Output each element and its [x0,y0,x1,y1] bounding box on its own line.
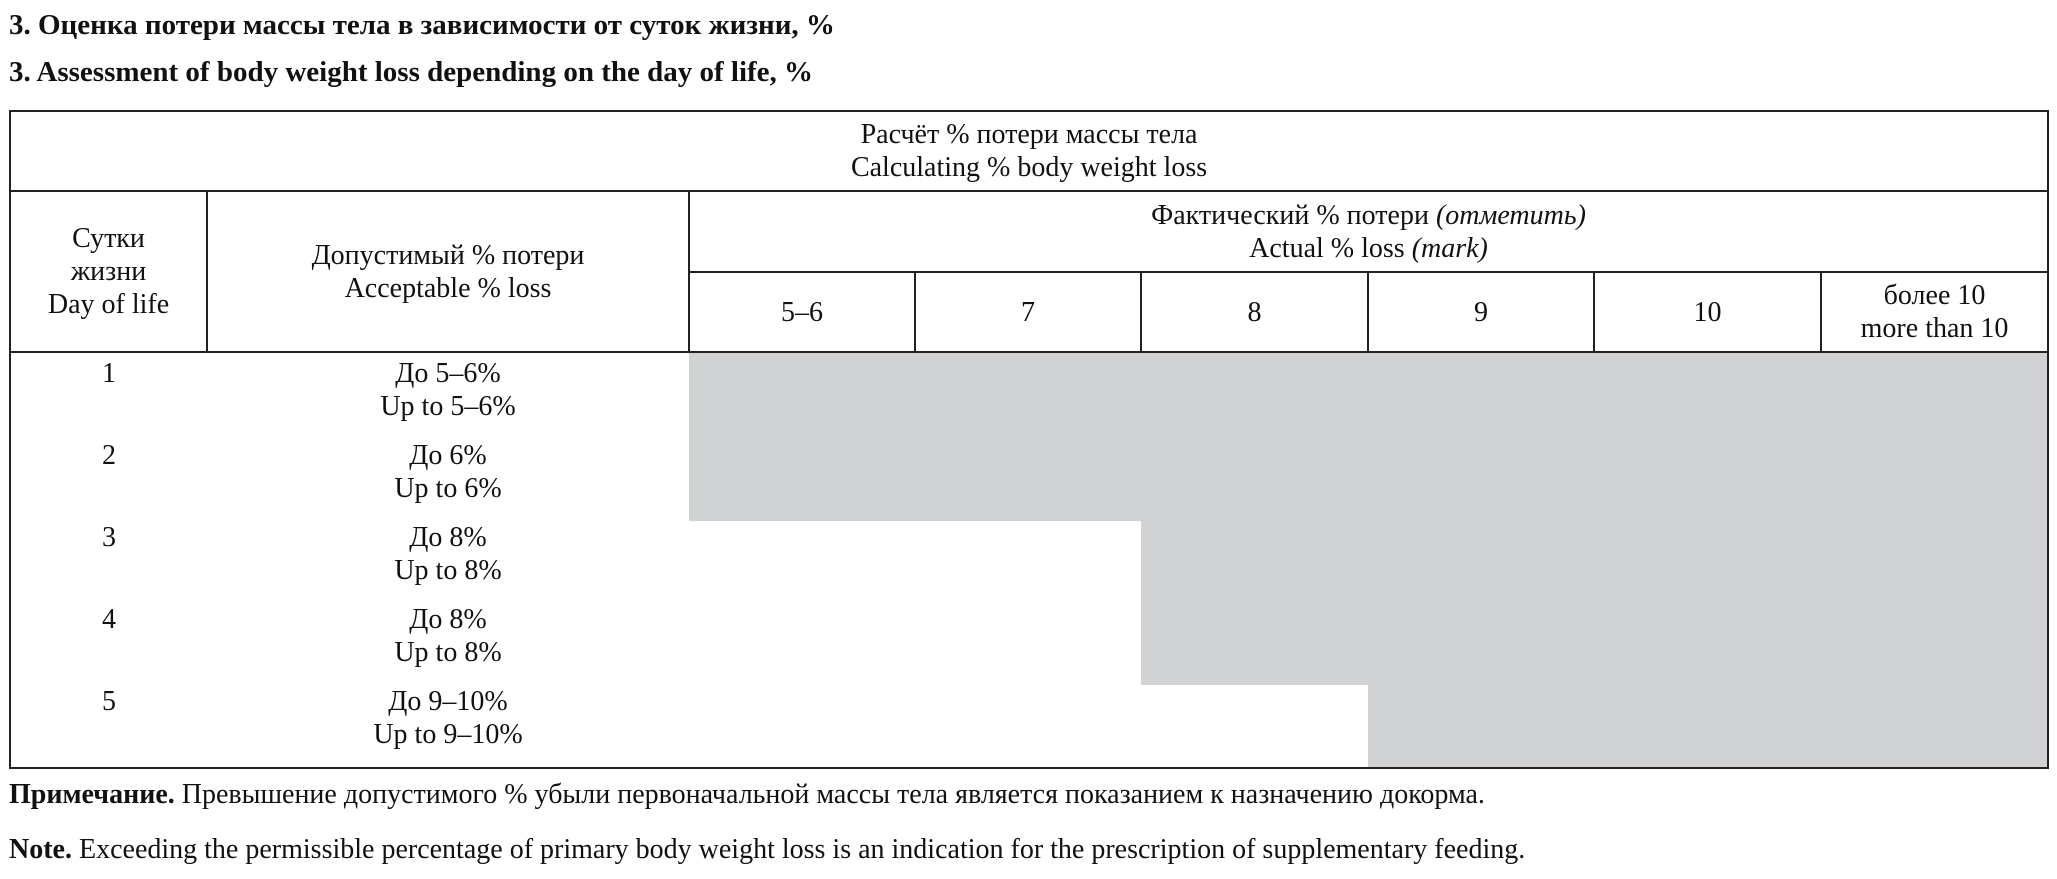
shaded-mark-cell[interactable] [1594,521,1821,603]
shaded-mark-cell[interactable] [1141,603,1368,685]
note-ru-text: Превышение допустимого % убыли первонача… [174,779,1485,810]
acceptable-cell: До 5–6% Up to 5–6% [207,352,689,439]
shaded-mark-cell[interactable] [1368,521,1594,603]
header-actual-en: Actual % loss [1249,232,1405,264]
acceptable-cell: До 6% Up to 6% [207,439,689,521]
weight-loss-table: Расчёт % потери массы тела Calculating %… [8,110,2050,769]
mark-cell[interactable] [689,521,915,603]
header-day-ru1: Сутки [72,223,145,254]
acceptable-en: Up to 5–6% [380,391,516,422]
acceptable-ru: До 6% [409,440,487,471]
header-acceptable-en: Acceptable % loss [344,272,552,304]
day-cell: 3 [9,521,207,603]
table-row: 1 До 5–6% Up to 5–6% [9,352,2050,439]
day-cell: 2 [9,439,207,521]
table-row: 5 До 9–10% Up to 9–10% [9,685,2050,769]
shaded-mark-cell[interactable] [1594,352,1821,439]
shaded-mark-cell[interactable] [1594,685,1821,769]
acceptable-cell: До 8% Up to 8% [207,521,689,603]
loss-column-header: 9 [1367,271,1595,353]
header-actual-ru-mark: (отметить) [1435,199,1586,231]
day-cell: 1 [9,352,207,439]
shaded-mark-cell[interactable] [1141,521,1368,603]
header-day-ru2: жизни [70,256,147,287]
acceptable-ru: До 5–6% [395,358,501,389]
shaded-mark-cell[interactable] [1821,685,2050,769]
acceptable-en: Up to 9–10% [373,719,523,750]
header-calculating-en: Calculating % body weight loss [850,152,1208,183]
shaded-mark-cell[interactable] [689,439,915,521]
note-en-text: Exceeding the permissible percentage of … [71,834,1526,865]
shaded-mark-cell[interactable] [1821,603,2050,685]
mark-cell[interactable] [689,603,915,685]
shaded-mark-cell[interactable] [1821,521,2050,603]
shaded-mark-cell[interactable] [1141,352,1368,439]
loss-last-en: more than 10 [1860,313,2009,344]
shaded-mark-cell[interactable] [1594,439,1821,521]
mark-cell[interactable] [1141,685,1368,769]
shaded-mark-cell[interactable] [1141,439,1368,521]
title-en: 3. Assessment of body weight loss depend… [9,56,814,88]
acceptable-ru: До 8% [409,604,487,635]
header-acceptable-loss: Допустимый % потери Acceptable % loss [206,190,690,353]
shaded-mark-cell[interactable] [1368,685,1594,769]
note-en-label: Note. [9,834,72,865]
mark-cell[interactable] [915,521,1141,603]
header-actual-en-mark: (mark) [1411,232,1488,264]
mark-cell[interactable] [915,603,1141,685]
day-cell: 5 [9,685,207,769]
acceptable-en: Up to 6% [394,473,502,504]
note-en: Note. Exceeding the permissible percenta… [9,833,1525,867]
loss-column-header-more-than-10: более 10 more than 10 [1819,271,2050,353]
shaded-mark-cell[interactable] [915,439,1141,521]
header-calculating-ru: Расчёт % потери массы тела [860,119,1198,150]
header-day-en: Day of life [47,289,170,320]
acceptable-ru: До 8% [409,522,487,553]
loss-column-header: 7 [914,271,1142,353]
header-day-of-life: Сутки жизни Day of life [9,190,208,353]
loss-last-ru: более 10 [1883,280,1986,311]
day-cell: 4 [9,603,207,685]
mark-cell[interactable] [915,685,1141,769]
shaded-mark-cell[interactable] [1368,603,1594,685]
shaded-mark-cell[interactable] [1821,439,2050,521]
header-actual-ru: Фактический % потери [1151,199,1429,231]
table-row: 3 До 8% Up to 8% [9,521,2050,603]
acceptable-en: Up to 8% [394,555,502,586]
shaded-mark-cell[interactable] [1594,603,1821,685]
shaded-mark-cell[interactable] [689,352,915,439]
title-ru: 3. Оценка потери массы тела в зависимост… [9,9,835,41]
table-row: 4 До 8% Up to 8% [9,603,2050,685]
loss-column-header: 5–6 [688,271,916,353]
note-ru-label: Примечание. [9,779,175,810]
acceptable-ru: До 9–10% [388,686,508,717]
mark-cell[interactable] [689,685,915,769]
header-acceptable-ru: Допустимый % потери [311,239,585,271]
header-actual-loss: Фактический % потери (отметить) Actual %… [687,190,2050,273]
note-ru: Примечание. Превышение допустимого % убы… [9,778,1485,812]
acceptable-cell: До 9–10% Up to 9–10% [207,685,689,769]
acceptable-en: Up to 8% [394,637,502,668]
loss-column-header: 10 [1593,271,1822,353]
shaded-mark-cell[interactable] [915,352,1141,439]
shaded-mark-cell[interactable] [1821,352,2050,439]
table-row: 2 До 6% Up to 6% [9,439,2050,521]
acceptable-cell: До 8% Up to 8% [207,603,689,685]
shaded-mark-cell[interactable] [1368,439,1594,521]
header-calculating: Расчёт % потери массы тела Calculating %… [8,110,2050,192]
shaded-mark-cell[interactable] [1368,352,1594,439]
loss-column-header: 8 [1140,271,1369,353]
